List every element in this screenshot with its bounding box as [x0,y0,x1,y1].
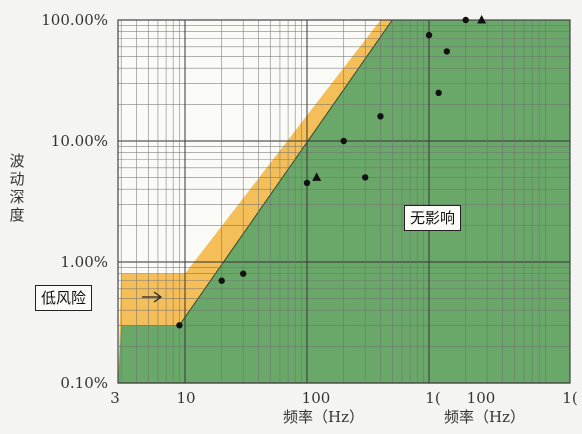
data-points [176,15,487,329]
y-tick-label: 1.00% [60,253,108,271]
low-risk-label: 低风险 [35,285,93,311]
x-tick-label: 100 [302,389,331,407]
data-point-circle [425,31,433,39]
x-axis-title: 频率（Hz） [283,408,364,426]
data-point-circle [340,137,347,145]
data-point-triangle [312,172,322,181]
no-effect-label: 无影响 [404,205,462,231]
grid-lines [117,19,571,384]
low-risk-arrow-head [153,291,163,303]
data-point-triangle [477,15,487,24]
tick-labels: 100.00% 10.00% 1.00% 0.10%3 10 100 1( 100 1( [41,11,577,407]
data-point-circle [240,270,247,277]
y-tick-label: 100.00% [41,11,108,29]
data-point-circle [176,322,183,329]
x-tick-label: 10 [176,389,195,407]
x-axis-title-repeat: 频率（Hz） [444,408,525,426]
annotations [142,291,163,303]
plot-frame [117,19,571,384]
data-point-circle [218,277,225,284]
x-tick-label: 3 [110,389,120,407]
data-point-circle [362,174,369,181]
y-axis-title: 波动深度 [9,152,25,224]
x-tick-label: 100 [467,389,496,407]
x-tick-label: 1( [562,389,577,407]
data-point-circle [462,16,469,24]
data-point-circle [303,179,311,187]
data-point-circle [435,89,442,97]
x-tick-label: 1( [425,389,440,407]
data-point-circle [443,48,451,55]
y-tick-label: 10.00% [51,132,108,150]
threshold-line [179,19,393,326]
data-point-circle [377,113,384,120]
y-tick-label: 0.10% [60,374,108,392]
